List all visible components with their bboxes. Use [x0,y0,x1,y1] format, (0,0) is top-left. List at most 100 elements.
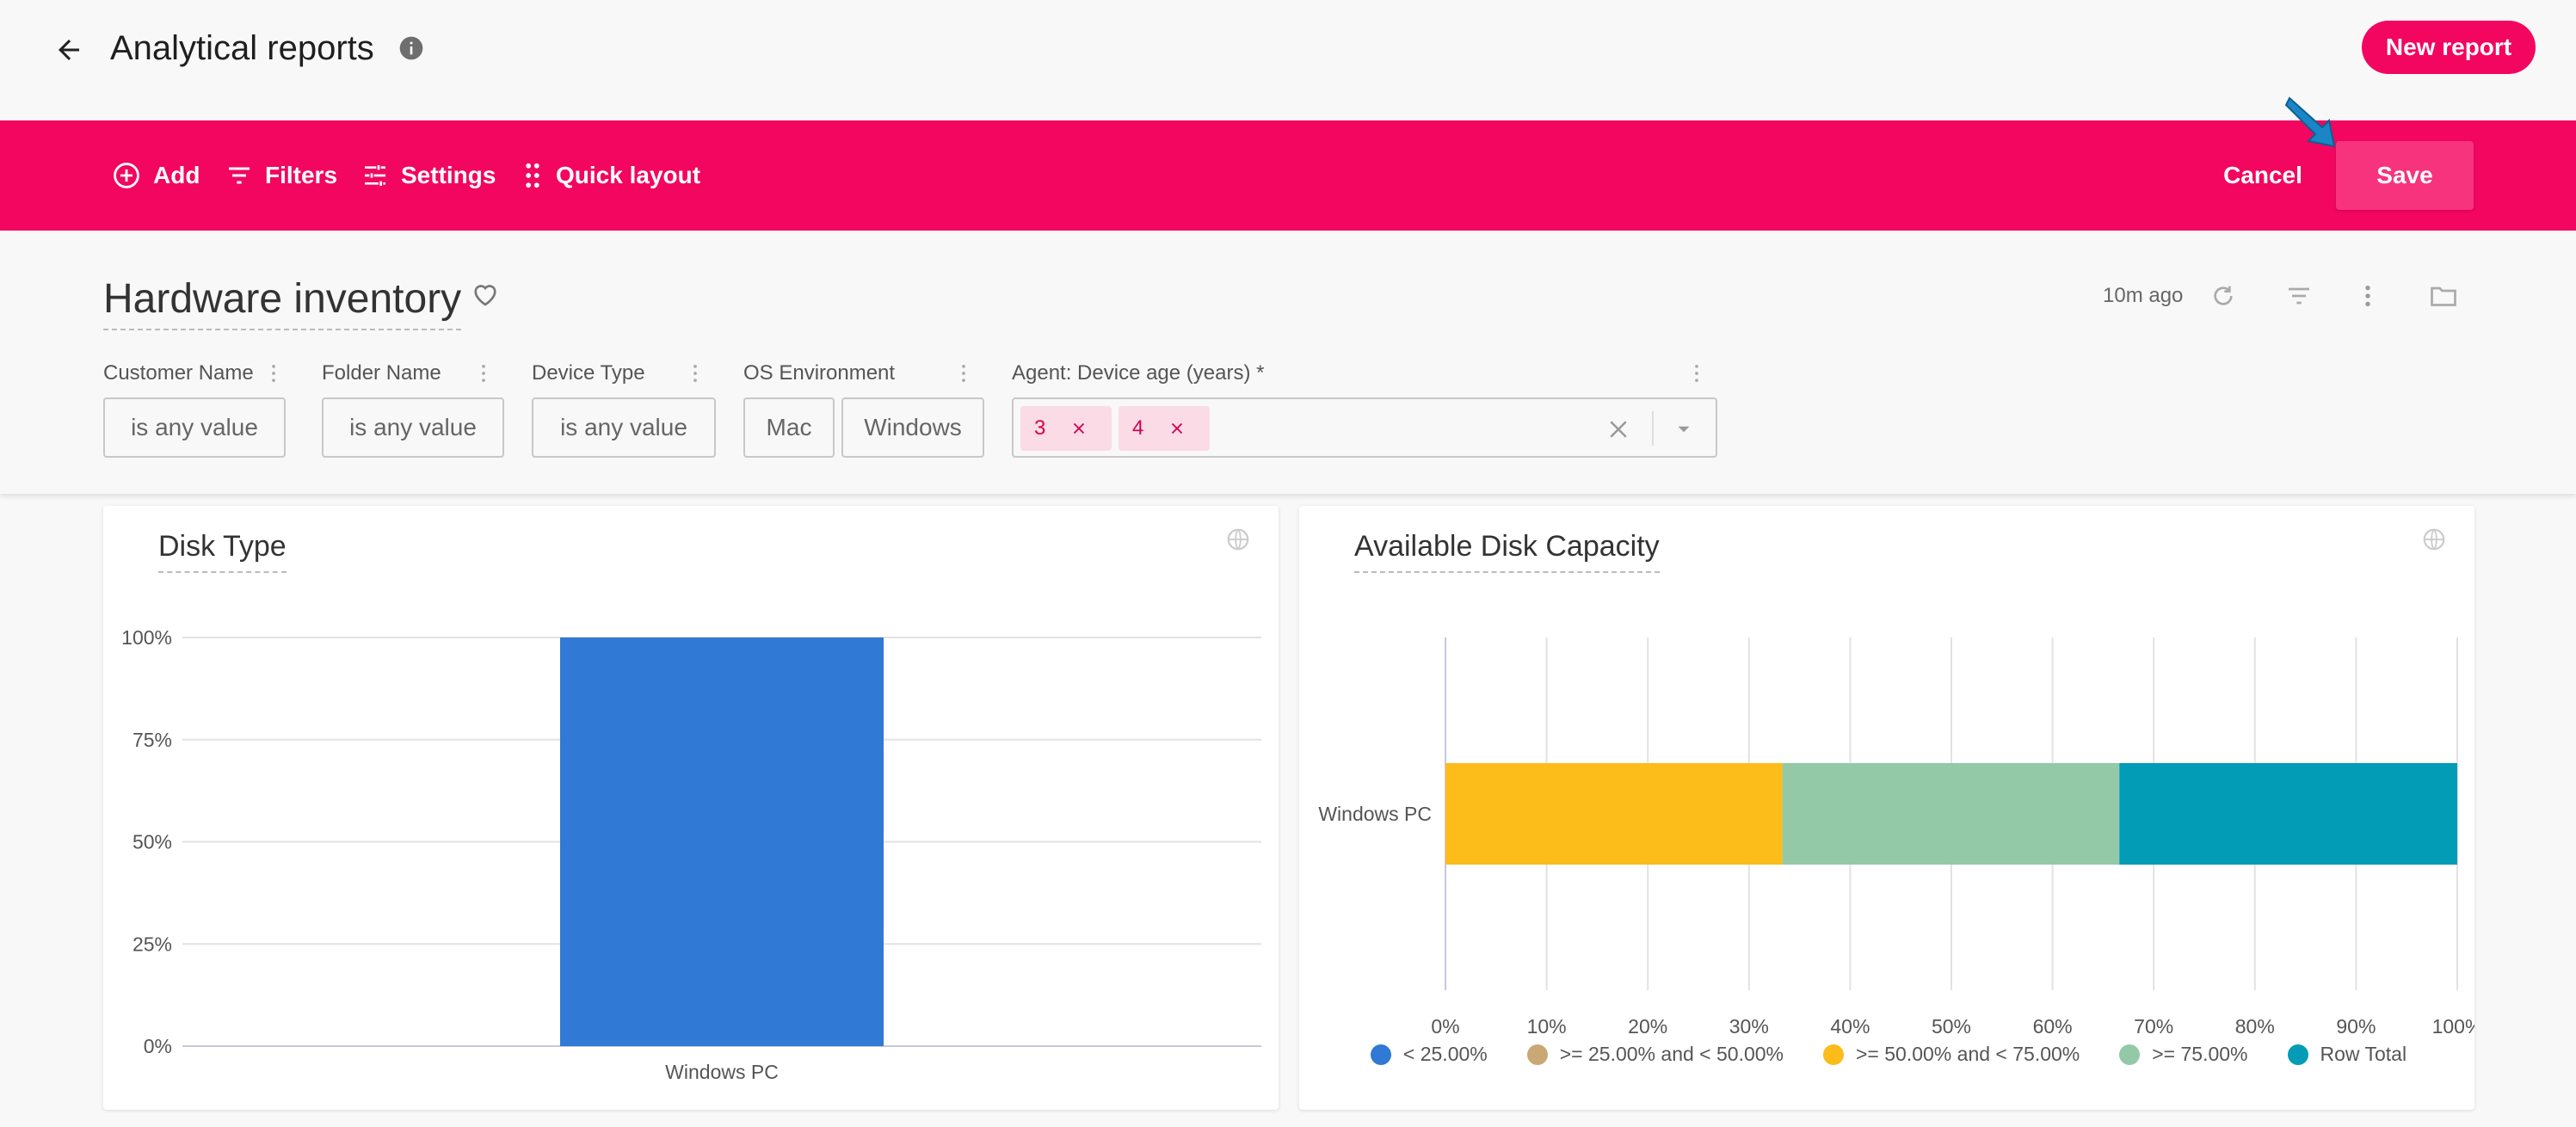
more-vert-icon[interactable] [687,361,704,385]
chart-title: Available Disk Capacity [1354,527,1660,573]
filter-icon [229,167,250,184]
x-tick-label: 100% [2432,1015,2474,1038]
legend-label: < 25.00% [1402,1043,1488,1065]
more-vert-icon[interactable] [955,361,972,385]
refresh-button[interactable] [2204,277,2242,315]
new-report-button[interactable]: New report [2362,21,2536,74]
disk-type-card: Disk Type 0% 25% 50% 75% 100% Windows PC [103,506,1279,1110]
chart-legend: < 25.00% >= 25.00% and < 50.00% >= 50.00% … [1299,1043,2478,1066]
globe-icon[interactable] [1225,527,1251,552]
device-age-multiselect[interactable]: 3 4 [1012,397,1717,458]
x-tick-label: 0% [1431,1015,1459,1038]
more-options-button[interactable] [2349,277,2387,315]
filter-lines-icon [2289,287,2309,305]
cancel-button[interactable]: Cancel [2223,162,2302,188]
y-tick-label: 25% [132,933,172,955]
x-tick-label: 20% [1628,1015,1667,1038]
back-button[interactable] [48,29,89,71]
quick-layout-label: Quick layout [556,162,701,188]
add-label: Add [153,162,200,188]
filters-button[interactable]: Filters [225,120,337,231]
last-updated-text: 10m ago [2103,284,2184,307]
y-tick-label: 0% [144,1035,172,1057]
legend-dot [1370,1044,1391,1065]
edit-toolbar: Add Filters Settings Quick layout Cancel… [0,120,2576,231]
quick-layout-button[interactable]: Quick layout [521,120,700,231]
available-disk-capacity-card: Available Disk Capacity 0% 10% 20% 30% 40% 50… [1299,506,2474,1110]
chip-value[interactable]: 4 [1119,406,1210,451]
bar-segment [2119,763,2457,865]
more-vert-icon[interactable] [475,361,492,385]
chip-label: 4 [1132,416,1144,440]
close-icon[interactable] [1168,419,1186,438]
legend-label: >= 50.00% and < 75.00% [1856,1043,2080,1065]
folder-name-filter[interactable]: is any value [322,397,504,458]
legend-dot [1823,1044,1844,1065]
filter-label-device-age: Agent: Device age (years) * [1012,361,1265,385]
x-tick-label: Windows PC [665,1061,779,1083]
arrow-left-icon [59,40,79,60]
legend-item[interactable]: >= 50.00% and < 75.00% [1823,1043,2080,1066]
more-vert-icon[interactable] [1688,361,1705,385]
drag-dots-icon [526,163,539,188]
save-button[interactable]: Save [2336,141,2474,210]
filter-label-customer-name: Customer Name [103,361,254,385]
y-tick-label: 50% [132,831,172,853]
info-icon[interactable] [397,34,425,62]
x-tick-label: 70% [2134,1015,2173,1038]
chart-title: Disk Type [158,527,287,573]
filters-label: Filters [265,162,338,188]
x-tick-label: 30% [1729,1015,1769,1038]
legend-dot [2119,1044,2141,1065]
bar-segment [1445,763,1783,865]
y-tick-label: 100% [121,626,172,649]
disk-type-chart: 0% 25% 50% 75% 100% Windows PC [121,626,1261,1083]
folder-button[interactable] [2425,277,2462,315]
legend-item[interactable]: >= 75.00% [2119,1043,2248,1066]
legend-dot [2287,1044,2308,1065]
add-circle-icon [114,163,139,188]
report-title[interactable]: Hardware inventory [103,272,462,330]
chevron-down-icon[interactable] [1673,418,1695,440]
more-vert-icon [2365,286,2370,306]
y-tick-label: Windows PC [1318,803,1432,825]
x-tick-label: 40% [1830,1015,1870,1038]
chip-label: 3 [1034,416,1046,440]
x-tick-label: 80% [2235,1015,2275,1038]
filter-label-device-type: Device Type [532,361,645,385]
clear-all-icon[interactable] [1605,416,1631,442]
chip-value[interactable]: 3 [1020,406,1112,451]
more-vert-icon[interactable] [265,361,282,385]
customer-name-filter[interactable]: is any value [103,397,286,458]
legend-dot [1526,1044,1548,1065]
legend-label: Row Total [2320,1043,2407,1065]
os-option-windows[interactable]: Windows [841,397,984,458]
filter-label-folder-name: Folder Name [322,361,441,385]
os-option-mac[interactable]: Mac [743,397,835,458]
disk-capacity-chart: 0% 10% 20% 30% 40% 50% 60% 70% 80% 90% 100% Windows… [1318,637,2474,1038]
pointer-arrow-icon [2284,96,2336,148]
legend-item[interactable]: Row Total [2287,1043,2407,1066]
folder-icon [2431,286,2456,306]
x-tick-label: 50% [1932,1015,1971,1038]
heart-icon[interactable] [470,279,501,310]
bar [560,637,884,1046]
report-filter-button[interactable] [2280,277,2318,315]
refresh-icon [2214,286,2233,305]
report-header-panel: Hardware inventory 10m ago Customer Name… [0,231,2576,494]
legend-label: >= 75.00% [2152,1043,2248,1065]
add-button[interactable]: Add [112,120,200,231]
filter-label-os-environment: OS Environment [743,361,896,385]
legend-item[interactable]: < 25.00% [1370,1043,1488,1066]
legend-label: >= 25.00% and < 50.00% [1559,1043,1784,1065]
legend-item[interactable]: >= 25.00% and < 50.00% [1526,1043,1784,1066]
globe-icon[interactable] [2421,527,2447,552]
y-tick-label: 75% [132,729,172,751]
settings-button[interactable]: Settings [361,120,496,231]
close-icon[interactable] [1069,419,1088,438]
device-type-filter[interactable]: is any value [532,397,716,458]
divider [1652,411,1654,446]
sliders-icon [365,165,385,186]
x-tick-label: 10% [1527,1015,1567,1038]
bar-segment [1782,763,2120,865]
